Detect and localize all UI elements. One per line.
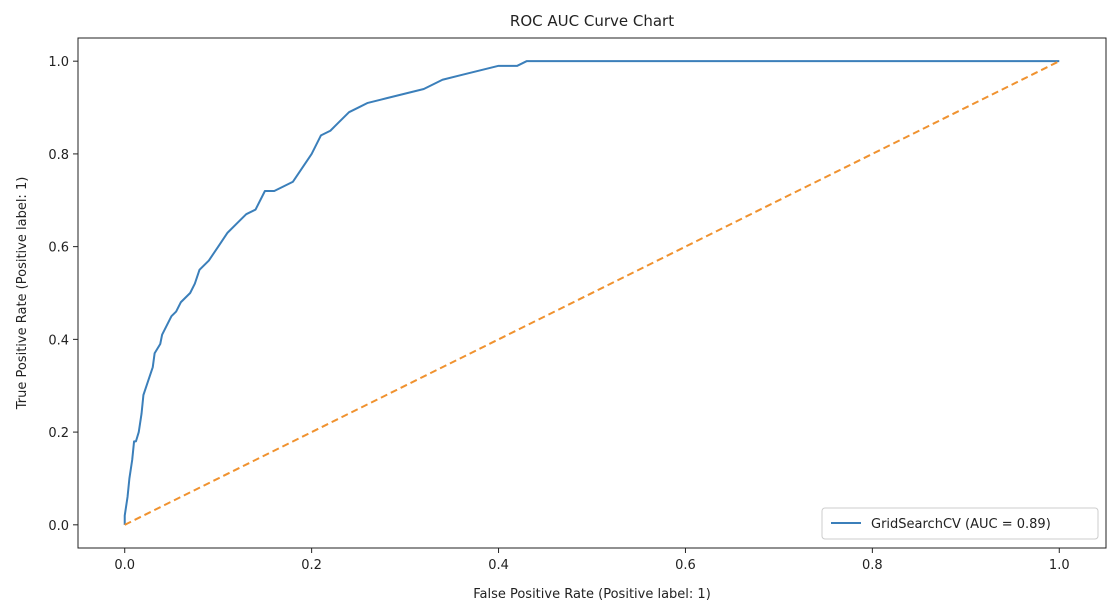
y-tick-label: 1.0 xyxy=(48,55,69,70)
x-axis-label: False Positive Rate (Positive label: 1) xyxy=(473,587,711,602)
x-tick-label: 1.0 xyxy=(1049,558,1070,573)
x-tick-label: 0.4 xyxy=(488,558,509,573)
plot-frame xyxy=(77,37,1107,549)
y-tick-label: 0.4 xyxy=(48,333,69,348)
y-tick-label: 0.8 xyxy=(48,148,69,163)
x-tick-label: 0.2 xyxy=(301,558,322,573)
chance-line xyxy=(124,60,1060,526)
roc-curve-line xyxy=(123,60,1060,525)
y-axis-ticks: 0.0 0.2 0.4 0.6 0.8 1.0 xyxy=(48,55,78,534)
plot-area xyxy=(123,60,1060,526)
x-tick-label: 0.0 xyxy=(114,558,135,573)
x-tick-label: 0.6 xyxy=(675,558,696,573)
chart-title: ROC AUC Curve Chart xyxy=(510,12,674,30)
legend-label: GridSearchCV (AUC = 0.89) xyxy=(871,517,1051,532)
legend-box xyxy=(821,507,1099,540)
y-tick-label: 0.6 xyxy=(48,241,69,256)
legend: GridSearchCV (AUC = 0.89) xyxy=(821,507,1099,540)
x-axis-ticks: 0.0 0.2 0.4 0.6 0.8 1.0 xyxy=(114,548,1070,573)
y-axis-label: True Positive Rate (Positive label: 1) xyxy=(15,177,30,411)
y-tick-label: 0.2 xyxy=(48,426,69,441)
x-tick-label: 0.8 xyxy=(862,558,883,573)
y-tick-label: 0.0 xyxy=(48,519,69,534)
